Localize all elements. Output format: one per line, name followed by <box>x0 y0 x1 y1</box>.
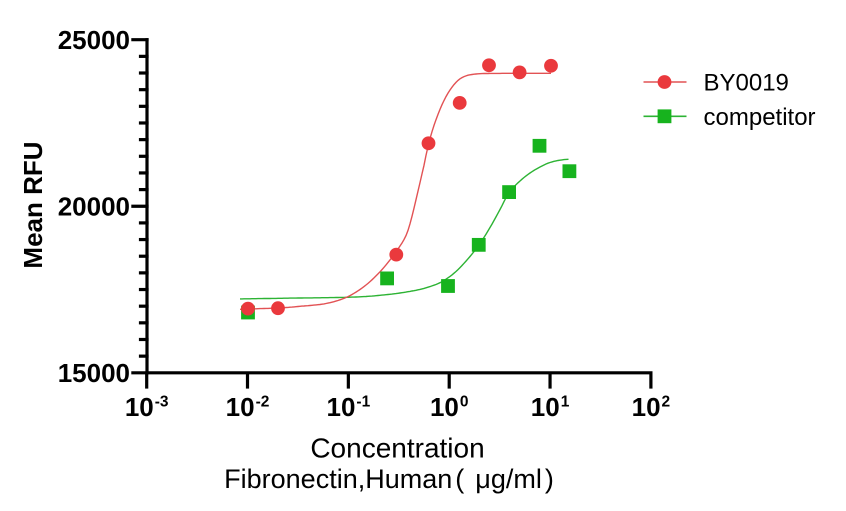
svg-text:10-3: 10-3 <box>125 392 169 422</box>
svg-text:10-2: 10-2 <box>226 392 270 422</box>
svg-text:25000: 25000 <box>58 25 130 55</box>
svg-text:100: 100 <box>430 392 469 422</box>
svg-text:Fibronectin,Human(μg/ml): Fibronectin,Human(μg/ml) <box>224 464 554 494</box>
svg-text:Mean RFU: Mean RFU <box>18 141 48 268</box>
svg-text:Concentration: Concentration <box>310 433 484 464</box>
svg-text:competitor: competitor <box>704 104 816 131</box>
svg-text:15000: 15000 <box>58 358 130 388</box>
svg-text:20000: 20000 <box>58 192 130 222</box>
svg-text:102: 102 <box>632 392 671 422</box>
svg-text:10-1: 10-1 <box>327 392 371 422</box>
svg-text:101: 101 <box>531 392 570 422</box>
svg-text:BY0019: BY0019 <box>704 70 789 97</box>
